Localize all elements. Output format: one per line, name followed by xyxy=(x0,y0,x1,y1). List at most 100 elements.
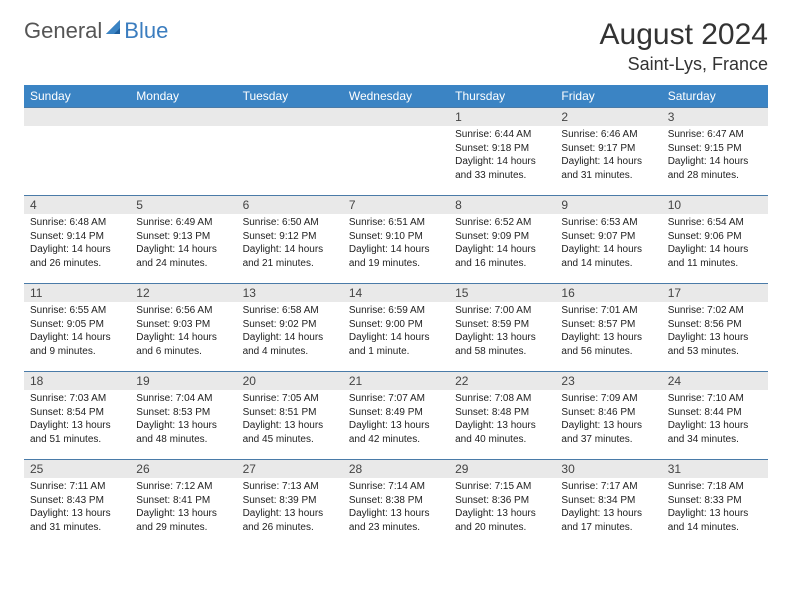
day-details: Sunrise: 7:02 AMSunset: 8:56 PMDaylight:… xyxy=(662,302,768,360)
calendar-row: 1Sunrise: 6:44 AMSunset: 9:18 PMDaylight… xyxy=(24,108,768,196)
day-details: Sunrise: 7:13 AMSunset: 8:39 PMDaylight:… xyxy=(237,478,343,536)
day-details: Sunrise: 6:53 AMSunset: 9:07 PMDaylight:… xyxy=(555,214,661,272)
calendar-day-cell: 22Sunrise: 7:08 AMSunset: 8:48 PMDayligh… xyxy=(449,372,555,460)
day-details: Sunrise: 6:46 AMSunset: 9:17 PMDaylight:… xyxy=(555,126,661,184)
calendar-day-cell: 28Sunrise: 7:14 AMSunset: 8:38 PMDayligh… xyxy=(343,460,449,548)
calendar-day-cell: 29Sunrise: 7:15 AMSunset: 8:36 PMDayligh… xyxy=(449,460,555,548)
day-details: Sunrise: 7:14 AMSunset: 8:38 PMDaylight:… xyxy=(343,478,449,536)
day-number: 19 xyxy=(130,372,236,390)
weekday-header: Tuesday xyxy=(237,85,343,108)
day-number: 15 xyxy=(449,284,555,302)
calendar-row: 18Sunrise: 7:03 AMSunset: 8:54 PMDayligh… xyxy=(24,372,768,460)
calendar-day-cell: 26Sunrise: 7:12 AMSunset: 8:41 PMDayligh… xyxy=(130,460,236,548)
day-details: Sunrise: 6:50 AMSunset: 9:12 PMDaylight:… xyxy=(237,214,343,272)
calendar-row: 11Sunrise: 6:55 AMSunset: 9:05 PMDayligh… xyxy=(24,284,768,372)
day-details: Sunrise: 7:15 AMSunset: 8:36 PMDaylight:… xyxy=(449,478,555,536)
day-details: Sunrise: 7:04 AMSunset: 8:53 PMDaylight:… xyxy=(130,390,236,448)
calendar-day-cell: 12Sunrise: 6:56 AMSunset: 9:03 PMDayligh… xyxy=(130,284,236,372)
calendar-day-cell: 5Sunrise: 6:49 AMSunset: 9:13 PMDaylight… xyxy=(130,196,236,284)
day-details: Sunrise: 6:49 AMSunset: 9:13 PMDaylight:… xyxy=(130,214,236,272)
calendar-day-cell: 9Sunrise: 6:53 AMSunset: 9:07 PMDaylight… xyxy=(555,196,661,284)
calendar-day-cell: 27Sunrise: 7:13 AMSunset: 8:39 PMDayligh… xyxy=(237,460,343,548)
month-title: August 2024 xyxy=(600,18,768,52)
day-details: Sunrise: 6:48 AMSunset: 9:14 PMDaylight:… xyxy=(24,214,130,272)
calendar-row: 4Sunrise: 6:48 AMSunset: 9:14 PMDaylight… xyxy=(24,196,768,284)
weekday-header: Friday xyxy=(555,85,661,108)
day-details: Sunrise: 6:47 AMSunset: 9:15 PMDaylight:… xyxy=(662,126,768,184)
calendar-day-cell: 20Sunrise: 7:05 AMSunset: 8:51 PMDayligh… xyxy=(237,372,343,460)
calendar-day-cell: 4Sunrise: 6:48 AMSunset: 9:14 PMDaylight… xyxy=(24,196,130,284)
calendar-day-cell: 19Sunrise: 7:04 AMSunset: 8:53 PMDayligh… xyxy=(130,372,236,460)
day-number xyxy=(130,108,236,126)
day-number: 25 xyxy=(24,460,130,478)
day-number: 10 xyxy=(662,196,768,214)
calendar-empty-cell xyxy=(130,108,236,196)
weekday-header: Thursday xyxy=(449,85,555,108)
day-number: 8 xyxy=(449,196,555,214)
day-number: 2 xyxy=(555,108,661,126)
calendar-empty-cell xyxy=(343,108,449,196)
calendar-day-cell: 1Sunrise: 6:44 AMSunset: 9:18 PMDaylight… xyxy=(449,108,555,196)
calendar-day-cell: 7Sunrise: 6:51 AMSunset: 9:10 PMDaylight… xyxy=(343,196,449,284)
day-number: 26 xyxy=(130,460,236,478)
day-number xyxy=(343,108,449,126)
day-details: Sunrise: 7:12 AMSunset: 8:41 PMDaylight:… xyxy=(130,478,236,536)
calendar-day-cell: 21Sunrise: 7:07 AMSunset: 8:49 PMDayligh… xyxy=(343,372,449,460)
location-name: Saint-Lys, France xyxy=(600,54,768,75)
day-details: Sunrise: 7:11 AMSunset: 8:43 PMDaylight:… xyxy=(24,478,130,536)
day-number: 23 xyxy=(555,372,661,390)
calendar-day-cell: 16Sunrise: 7:01 AMSunset: 8:57 PMDayligh… xyxy=(555,284,661,372)
day-details: Sunrise: 7:18 AMSunset: 8:33 PMDaylight:… xyxy=(662,478,768,536)
calendar-empty-cell xyxy=(24,108,130,196)
calendar-day-cell: 31Sunrise: 7:18 AMSunset: 8:33 PMDayligh… xyxy=(662,460,768,548)
day-number xyxy=(237,108,343,126)
day-details: Sunrise: 7:07 AMSunset: 8:49 PMDaylight:… xyxy=(343,390,449,448)
calendar-day-cell: 15Sunrise: 7:00 AMSunset: 8:59 PMDayligh… xyxy=(449,284,555,372)
day-details: Sunrise: 6:59 AMSunset: 9:00 PMDaylight:… xyxy=(343,302,449,360)
day-number: 18 xyxy=(24,372,130,390)
day-number: 28 xyxy=(343,460,449,478)
day-number: 24 xyxy=(662,372,768,390)
day-details: Sunrise: 7:01 AMSunset: 8:57 PMDaylight:… xyxy=(555,302,661,360)
brand-word-2: Blue xyxy=(124,18,168,44)
calendar-day-cell: 23Sunrise: 7:09 AMSunset: 8:46 PMDayligh… xyxy=(555,372,661,460)
calendar-day-cell: 10Sunrise: 6:54 AMSunset: 9:06 PMDayligh… xyxy=(662,196,768,284)
weekday-header: Saturday xyxy=(662,85,768,108)
day-details: Sunrise: 6:58 AMSunset: 9:02 PMDaylight:… xyxy=(237,302,343,360)
brand-word-1: General xyxy=(24,18,102,44)
day-number: 1 xyxy=(449,108,555,126)
day-details: Sunrise: 6:56 AMSunset: 9:03 PMDaylight:… xyxy=(130,302,236,360)
day-details: Sunrise: 7:00 AMSunset: 8:59 PMDaylight:… xyxy=(449,302,555,360)
weekday-header-row: SundayMondayTuesdayWednesdayThursdayFrid… xyxy=(24,85,768,108)
day-number: 7 xyxy=(343,196,449,214)
calendar-day-cell: 13Sunrise: 6:58 AMSunset: 9:02 PMDayligh… xyxy=(237,284,343,372)
day-number: 5 xyxy=(130,196,236,214)
day-number: 6 xyxy=(237,196,343,214)
day-number: 9 xyxy=(555,196,661,214)
calendar-empty-cell xyxy=(237,108,343,196)
day-number: 31 xyxy=(662,460,768,478)
day-number: 14 xyxy=(343,284,449,302)
calendar-day-cell: 6Sunrise: 6:50 AMSunset: 9:12 PMDaylight… xyxy=(237,196,343,284)
day-details: Sunrise: 7:10 AMSunset: 8:44 PMDaylight:… xyxy=(662,390,768,448)
calendar-day-cell: 3Sunrise: 6:47 AMSunset: 9:15 PMDaylight… xyxy=(662,108,768,196)
calendar-day-cell: 11Sunrise: 6:55 AMSunset: 9:05 PMDayligh… xyxy=(24,284,130,372)
day-number: 29 xyxy=(449,460,555,478)
day-number: 17 xyxy=(662,284,768,302)
day-number: 11 xyxy=(24,284,130,302)
header: General Blue August 2024 Saint-Lys, Fran… xyxy=(24,18,768,75)
calendar-day-cell: 30Sunrise: 7:17 AMSunset: 8:34 PMDayligh… xyxy=(555,460,661,548)
day-details: Sunrise: 7:03 AMSunset: 8:54 PMDaylight:… xyxy=(24,390,130,448)
calendar-day-cell: 14Sunrise: 6:59 AMSunset: 9:00 PMDayligh… xyxy=(343,284,449,372)
day-details: Sunrise: 6:52 AMSunset: 9:09 PMDaylight:… xyxy=(449,214,555,272)
brand-logo: General Blue xyxy=(24,18,168,44)
calendar-day-cell: 2Sunrise: 6:46 AMSunset: 9:17 PMDaylight… xyxy=(555,108,661,196)
weekday-header: Monday xyxy=(130,85,236,108)
day-details: Sunrise: 6:44 AMSunset: 9:18 PMDaylight:… xyxy=(449,126,555,184)
day-details: Sunrise: 6:54 AMSunset: 9:06 PMDaylight:… xyxy=(662,214,768,272)
day-number: 12 xyxy=(130,284,236,302)
calendar-body: 1Sunrise: 6:44 AMSunset: 9:18 PMDaylight… xyxy=(24,108,768,548)
day-number: 30 xyxy=(555,460,661,478)
calendar-day-cell: 8Sunrise: 6:52 AMSunset: 9:09 PMDaylight… xyxy=(449,196,555,284)
day-number: 22 xyxy=(449,372,555,390)
